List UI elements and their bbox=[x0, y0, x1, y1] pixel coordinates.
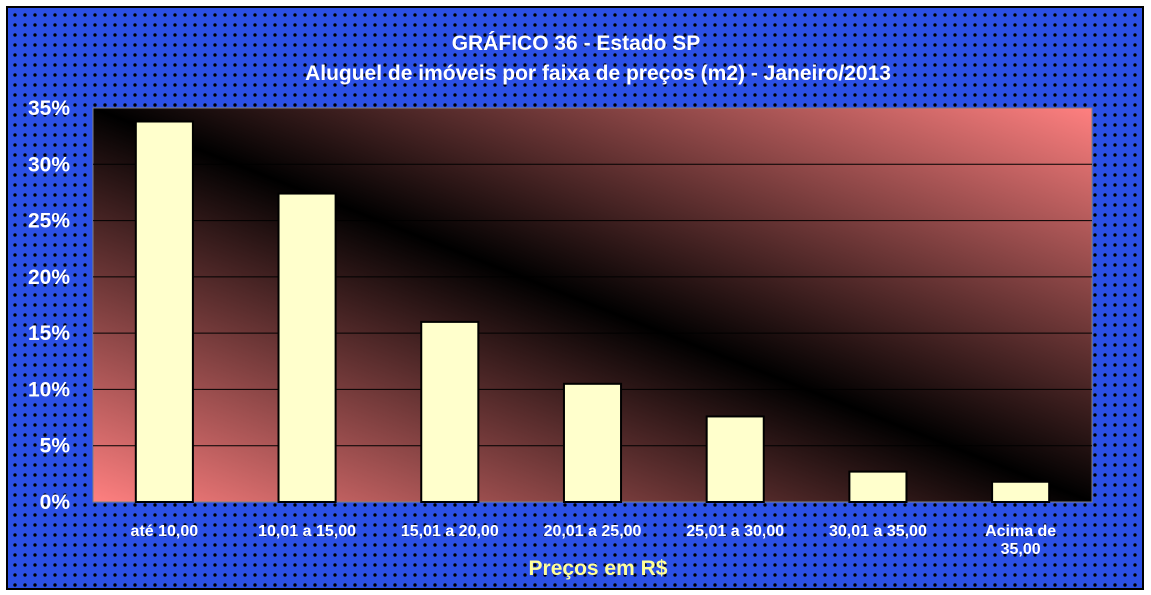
y-tick-label: 15% bbox=[28, 322, 70, 345]
x-axis-categories: até 10,00 10,01 a 15,00 15,01 a 20,00 20,01… bbox=[131, 523, 1057, 558]
x-tick-label: até 10,00 bbox=[131, 523, 199, 540]
x-tick-label: 20,01 a 25,00 bbox=[544, 523, 642, 540]
x-tick-label: 15,01 a 20,00 bbox=[401, 523, 499, 540]
y-tick-label: 30% bbox=[28, 153, 70, 176]
bar bbox=[564, 384, 621, 502]
x-tick-label: 30,01 a 35,00 bbox=[829, 523, 927, 540]
y-tick-label: 25% bbox=[28, 210, 70, 233]
chart-title: GRÁFICO 36 - Estado SP bbox=[452, 32, 701, 55]
y-tick-label: 35% bbox=[28, 97, 70, 120]
y-tick-label: 10% bbox=[28, 378, 70, 401]
y-tick-label: 0% bbox=[40, 491, 71, 514]
x-tick-label: 25,01 a 30,00 bbox=[686, 523, 784, 540]
x-tick-label: 10,01 a 15,00 bbox=[258, 523, 356, 540]
chart-container: GRÁFICO 36 - Estado SP Aluguel de imóvei… bbox=[6, 6, 1144, 590]
chart-subtitle: Aluguel de imóveis por faixa de preços (… bbox=[305, 62, 891, 85]
x-axis-title: Preços em R$ bbox=[529, 557, 668, 580]
bar-chart: GRÁFICO 36 - Estado SP Aluguel de imóvei… bbox=[8, 8, 1146, 592]
y-tick-label: 5% bbox=[40, 435, 71, 458]
y-tick-label: 20% bbox=[28, 266, 70, 289]
x-tick-label: Acima de 35,00 bbox=[985, 523, 1056, 558]
bar bbox=[849, 472, 906, 502]
bar bbox=[707, 416, 764, 502]
bar bbox=[421, 322, 478, 502]
y-axis-ticks: 0% 5% 10% 15% 20% 25% 30% 35% bbox=[28, 97, 70, 514]
bar bbox=[279, 194, 336, 502]
bar bbox=[136, 122, 193, 502]
bar bbox=[992, 482, 1049, 502]
